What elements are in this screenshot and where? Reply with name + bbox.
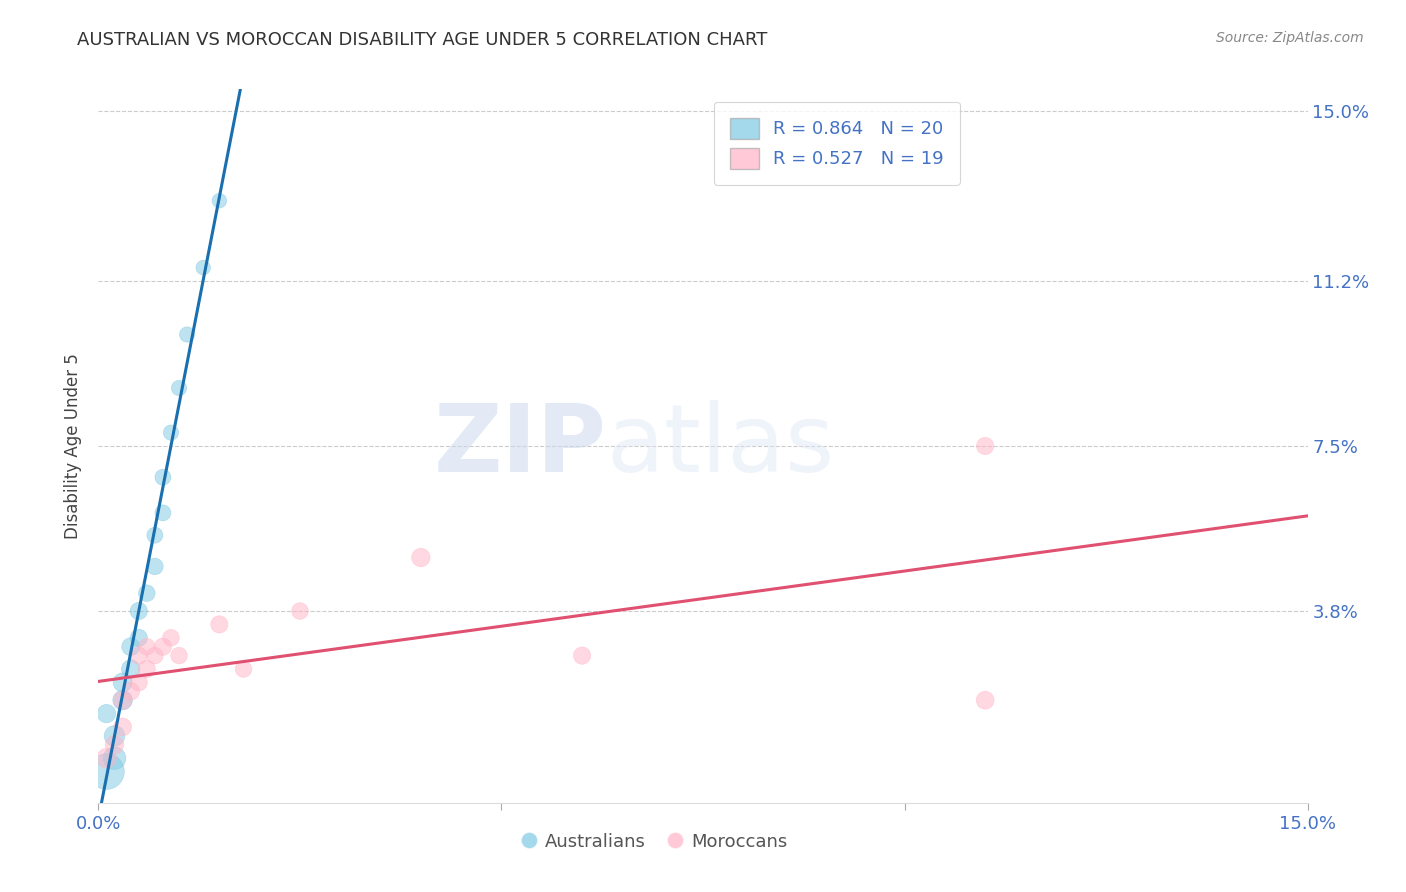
- Text: Source: ZipAtlas.com: Source: ZipAtlas.com: [1216, 31, 1364, 45]
- Point: [120, 684, 142, 698]
- Point: [128, 604, 150, 618]
- Text: ZIP: ZIP: [433, 400, 606, 492]
- Point: [208, 617, 231, 632]
- Point: [974, 439, 997, 453]
- Point: [232, 662, 254, 676]
- Text: AUSTRALIAN VS MOROCCAN DISABILITY AGE UNDER 5 CORRELATION CHART: AUSTRALIAN VS MOROCCAN DISABILITY AGE UN…: [77, 31, 768, 49]
- Point: [167, 381, 190, 395]
- Point: [193, 260, 215, 275]
- Point: [111, 693, 134, 707]
- Point: [111, 693, 134, 707]
- Point: [120, 662, 142, 676]
- Point: [167, 648, 190, 663]
- Point: [135, 586, 157, 600]
- Point: [143, 528, 166, 542]
- Point: [160, 425, 183, 440]
- Point: [103, 738, 125, 752]
- Point: [176, 327, 198, 342]
- Legend: Australians, Moroccans: Australians, Moroccans: [515, 826, 794, 858]
- Point: [128, 675, 150, 690]
- Point: [208, 194, 231, 208]
- Point: [128, 648, 150, 663]
- Point: [143, 559, 166, 574]
- Point: [160, 631, 183, 645]
- Point: [96, 706, 118, 721]
- Point: [103, 729, 125, 743]
- Point: [96, 764, 118, 779]
- Point: [135, 662, 157, 676]
- Point: [120, 640, 142, 654]
- Point: [288, 604, 311, 618]
- Y-axis label: Disability Age Under 5: Disability Age Under 5: [65, 353, 83, 539]
- Point: [152, 640, 174, 654]
- Point: [96, 751, 118, 765]
- Point: [135, 640, 157, 654]
- Point: [143, 648, 166, 663]
- Point: [409, 550, 432, 565]
- Point: [152, 470, 174, 484]
- Text: atlas: atlas: [606, 400, 835, 492]
- Point: [974, 693, 997, 707]
- Point: [103, 751, 125, 765]
- Point: [111, 675, 134, 690]
- Point: [111, 720, 134, 734]
- Point: [571, 648, 593, 663]
- Point: [128, 631, 150, 645]
- Point: [152, 506, 174, 520]
